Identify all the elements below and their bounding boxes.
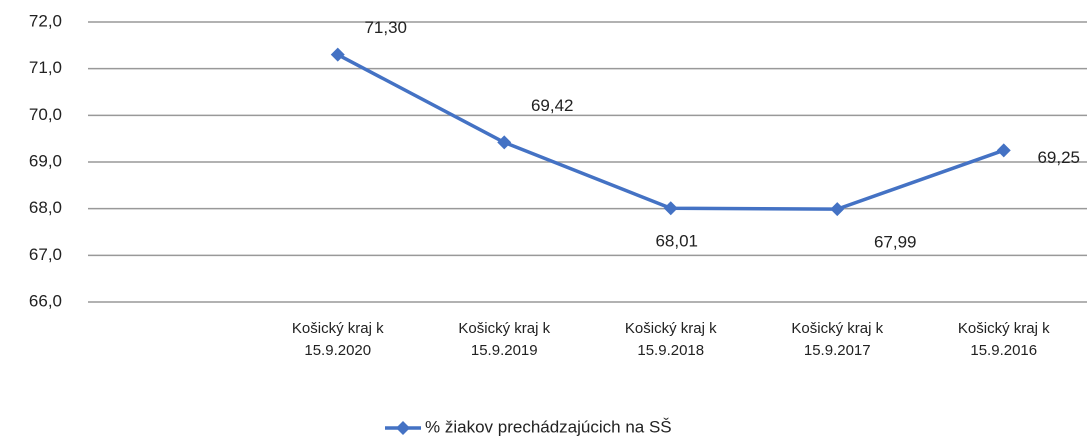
data-label: 69,25 bbox=[1037, 148, 1080, 167]
y-tick-label: 66,0 bbox=[29, 291, 62, 310]
legend-label: % žiakov prechádzajúcich na SŠ bbox=[425, 417, 672, 436]
x-tick-label: Košický kraj k 15.9.2020 bbox=[291, 320, 384, 359]
x-tick-label: Košický kraj k 15.9.2017 bbox=[791, 320, 884, 359]
marker bbox=[996, 143, 1011, 158]
legend-marker bbox=[396, 421, 410, 435]
x-tick-label: Košický kraj k 15.9.2016 bbox=[957, 320, 1050, 359]
marker bbox=[497, 135, 512, 150]
line bbox=[336, 53, 1005, 211]
x-tick-label: Košický kraj k 15.9.2019 bbox=[458, 320, 551, 359]
y-tick-label: 70,0 bbox=[29, 105, 62, 124]
marker bbox=[830, 202, 845, 217]
data-label: 68,01 bbox=[655, 232, 698, 251]
y-tick-label: 71,0 bbox=[29, 58, 62, 77]
marker bbox=[330, 47, 345, 62]
y-tick-label: 72,0 bbox=[29, 11, 62, 30]
data-label: 67,99 bbox=[874, 233, 917, 252]
y-tick-label: 67,0 bbox=[29, 245, 62, 264]
x-tick-label: Košický kraj k 15.9.2018 bbox=[624, 320, 717, 359]
data-label: 71,30 bbox=[364, 18, 407, 37]
data-label: 69,42 bbox=[531, 96, 574, 115]
y-tick-label: 69,0 bbox=[29, 151, 62, 170]
marker bbox=[663, 201, 678, 216]
y-tick-label: 68,0 bbox=[29, 198, 62, 217]
